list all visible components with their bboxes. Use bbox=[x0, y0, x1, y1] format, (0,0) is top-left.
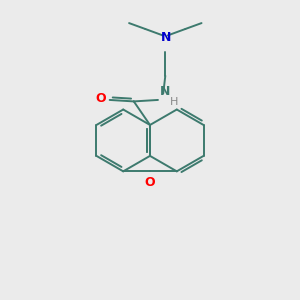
Text: O: O bbox=[95, 92, 106, 105]
Text: N: N bbox=[161, 31, 171, 44]
Text: N: N bbox=[159, 85, 170, 98]
Text: H: H bbox=[170, 97, 179, 107]
Text: O: O bbox=[145, 176, 155, 189]
